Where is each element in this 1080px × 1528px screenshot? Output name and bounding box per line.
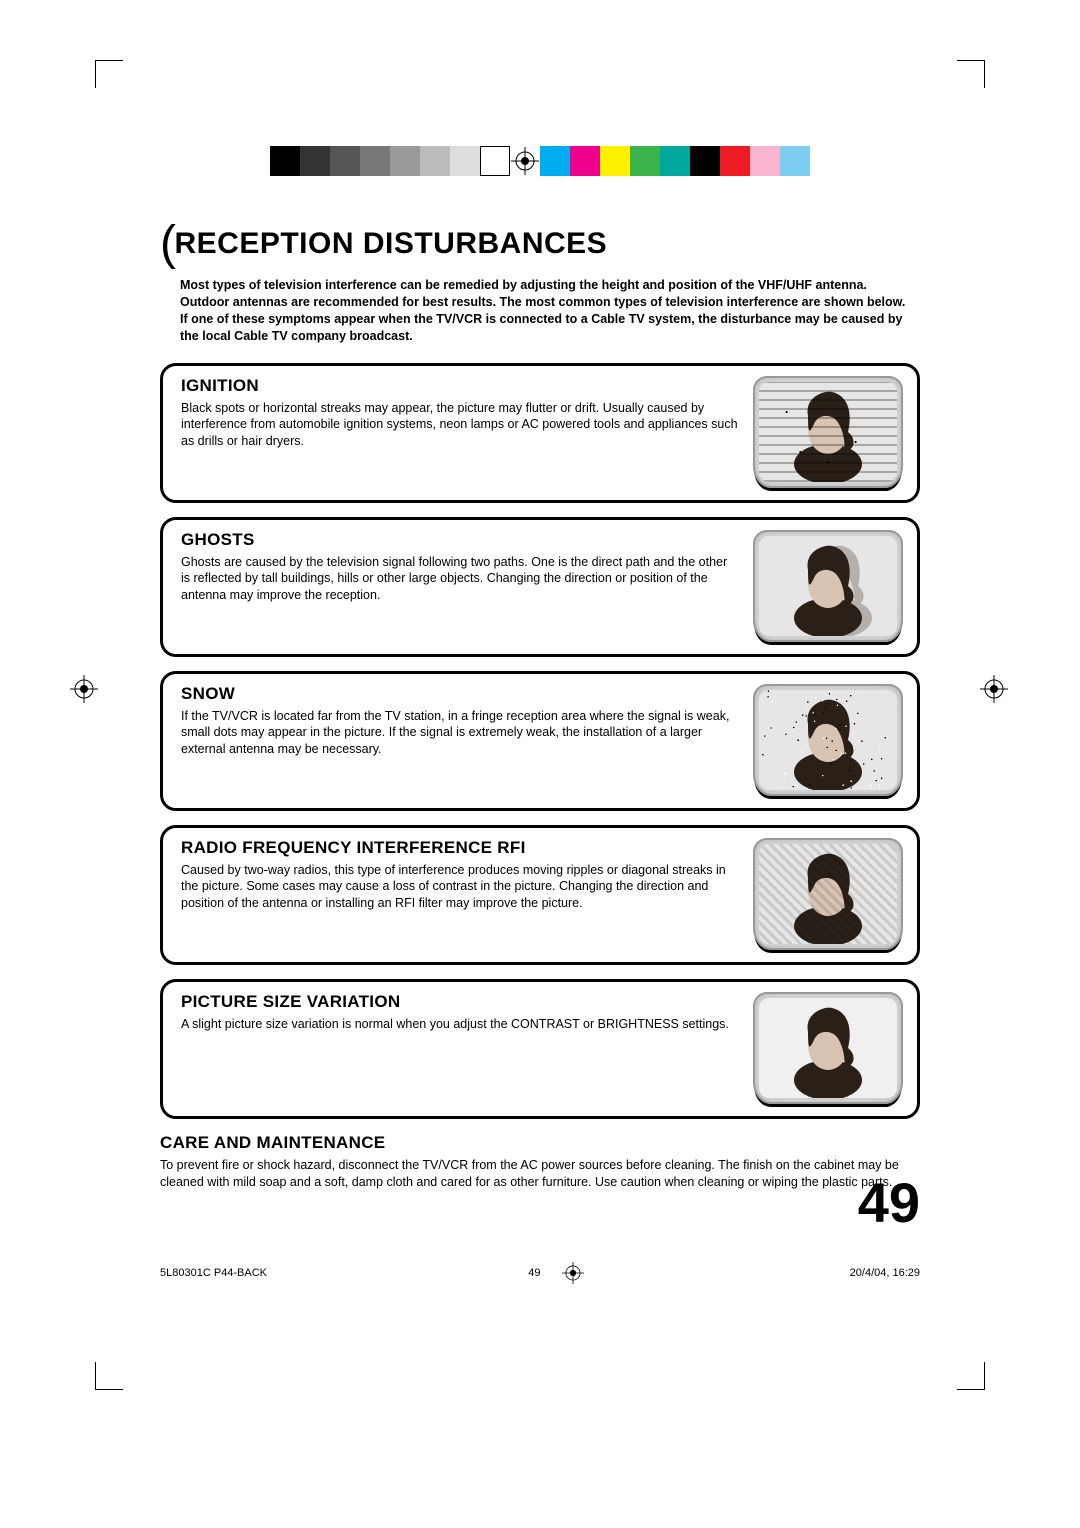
section-heading: IGNITION: [181, 376, 739, 396]
tv-illustration: [753, 530, 903, 642]
section-body: Black spots or horizontal streaks may ap…: [181, 400, 739, 451]
section-heading: PICTURE SIZE VARIATION: [181, 992, 739, 1012]
gray-swatch: [330, 146, 360, 176]
color-swatch: [540, 146, 570, 176]
tv-illustration: [753, 376, 903, 488]
care-heading: CARE AND MAINTENANCE: [160, 1133, 920, 1153]
color-swatch: [750, 146, 780, 176]
section-heading: RADIO FREQUENCY INTERFERENCE RFI: [181, 838, 739, 858]
footer-timestamp: 20/4/04, 16:29: [850, 1267, 920, 1279]
color-swatch: [690, 146, 720, 176]
color-swatch: [570, 146, 600, 176]
section-body: A slight picture size variation is norma…: [181, 1016, 739, 1033]
section-heading: GHOSTS: [181, 530, 739, 550]
page-content: (RECEPTION DISTURBANCES Most types of te…: [160, 210, 920, 1192]
title-decorative-paren: (: [160, 217, 176, 270]
gray-swatch: [420, 146, 450, 176]
color-swatch: [780, 146, 810, 176]
crop-mark-bottom-right: [957, 1362, 985, 1390]
registration-mark-top: [510, 146, 540, 176]
footer-page-number: 49: [528, 1267, 540, 1279]
color-swatch: [720, 146, 750, 176]
title-text: RECEPTION DISTURBANCES: [174, 227, 607, 260]
disturbance-section: IGNITION Black spots or horizontal strea…: [160, 363, 920, 503]
tv-illustration: [753, 684, 903, 796]
footer-row: 5L80301C P44-BACK 49 20/4/04, 16:29: [160, 1258, 920, 1288]
crop-mark-bottom-left: [95, 1362, 123, 1390]
section-body: Caused by two-way radios, this type of i…: [181, 862, 739, 913]
page-number-large: 49: [858, 1170, 920, 1235]
disturbance-section: RADIO FREQUENCY INTERFERENCE RFI Caused …: [160, 825, 920, 965]
gray-swatch: [390, 146, 420, 176]
section-body: Ghosts are caused by the television sign…: [181, 554, 739, 605]
care-body: To prevent fire or shock hazard, disconn…: [160, 1157, 920, 1192]
color-swatch: [660, 146, 690, 176]
registration-mark-left: [70, 675, 100, 705]
section-body: If the TV/VCR is located far from the TV…: [181, 708, 739, 759]
page-title: (RECEPTION DISTURBANCES: [160, 210, 607, 265]
color-swatch: [630, 146, 660, 176]
crop-mark-top-right: [957, 60, 985, 88]
color-calibration-bar: [0, 146, 1080, 176]
tv-illustration: [753, 992, 903, 1104]
gray-swatch: [360, 146, 390, 176]
disturbance-section: GHOSTS Ghosts are caused by the televisi…: [160, 517, 920, 657]
intro-paragraph: Most types of television interference ca…: [160, 277, 920, 345]
registration-mark-right: [980, 675, 1010, 705]
gray-swatch: [450, 146, 480, 176]
gray-swatch: [480, 146, 510, 176]
color-swatch: [600, 146, 630, 176]
disturbance-section: SNOW If the TV/VCR is located far from t…: [160, 671, 920, 811]
tv-illustration: [753, 838, 903, 950]
crop-mark-top-left: [95, 60, 123, 88]
section-heading: SNOW: [181, 684, 739, 704]
disturbance-section: PICTURE SIZE VARIATION A slight picture …: [160, 979, 920, 1119]
gray-swatch: [270, 146, 300, 176]
registration-mark-bottom: [558, 1258, 588, 1288]
gray-swatch: [300, 146, 330, 176]
footer-doc-id: 5L80301C P44-BACK: [160, 1267, 267, 1279]
